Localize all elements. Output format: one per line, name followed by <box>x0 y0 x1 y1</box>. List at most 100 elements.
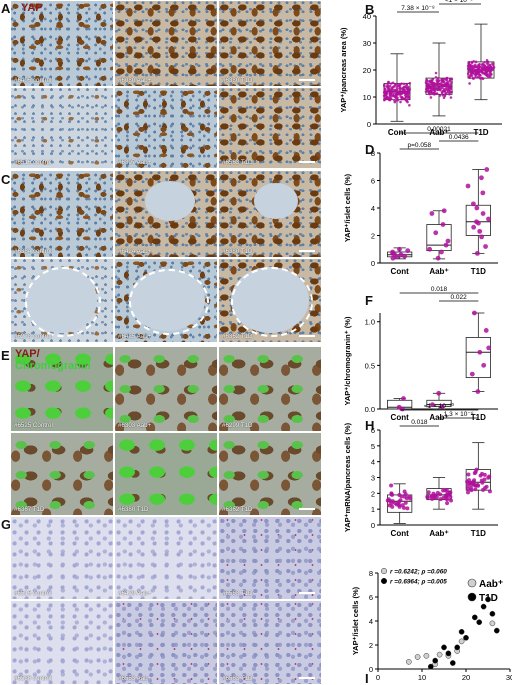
image-caption: #6405 control <box>14 77 52 84</box>
micrograph-g4: #6530 control <box>10 600 114 685</box>
data-point <box>480 76 484 80</box>
y-tick-label: 20 <box>363 66 371 75</box>
data-point <box>485 67 489 71</box>
image-caption: #6362 T1D <box>222 333 253 340</box>
data-point <box>423 652 430 659</box>
y-tick-label: 0 <box>371 259 375 268</box>
panel-letter: F <box>365 293 373 308</box>
data-point <box>489 620 496 627</box>
micrograph-a1: YAP #6405 control <box>10 0 114 87</box>
micrograph-g1: #6516 control <box>10 516 114 600</box>
y-tick-label: 0.5 <box>365 361 375 370</box>
data-point <box>432 494 437 499</box>
micrograph-c4: #6278 control <box>10 258 114 343</box>
data-point <box>389 483 394 488</box>
image-caption: #6553 Aab+ <box>118 675 152 682</box>
data-point <box>485 73 488 77</box>
y-axis-label: YAP⁺/chromogranin⁺ (%) <box>343 316 352 405</box>
data-point <box>393 100 397 104</box>
x-tick-label: T1D <box>471 267 486 276</box>
significance-label: 0.00021 <box>427 126 451 133</box>
data-point <box>439 82 443 85</box>
image-caption: #6397 Aab+ <box>118 159 152 166</box>
data-point <box>382 94 386 97</box>
data-point <box>470 69 474 73</box>
legend-marker <box>467 578 477 588</box>
significance-label: <1 × 10⁻¹⁰ <box>424 402 455 410</box>
micrograph-e5: #6380 T1D <box>114 432 218 516</box>
data-point <box>477 228 483 234</box>
y-tick-label: 3 <box>371 474 375 483</box>
data-point <box>477 68 481 71</box>
data-point <box>397 92 401 95</box>
data-point <box>402 90 405 94</box>
y-tick-label: 5 <box>371 442 375 451</box>
x-tick-label: 20 <box>462 673 470 682</box>
data-point <box>400 503 405 508</box>
stain-yap-label: YAP/ <box>15 348 40 360</box>
y-tick-label: 6 <box>369 593 373 602</box>
data-point <box>427 86 431 90</box>
image-caption: #6516 control <box>14 590 52 597</box>
chart-b: B 0 10 20 30 40 YAP⁺/pancreas area (%) Cont Aab⁺… <box>339 0 502 137</box>
significance-label: 0.022 <box>451 294 468 301</box>
x-tick-label: Cont <box>388 128 407 137</box>
data-point <box>390 249 396 255</box>
data-point <box>432 86 435 89</box>
data-point <box>429 494 434 499</box>
data-point <box>397 84 401 88</box>
panel-letter: H <box>365 418 374 433</box>
micrograph-g6: #6563 T1D <box>218 600 322 685</box>
panel-a-letter: A <box>1 1 11 16</box>
data-point <box>475 389 481 394</box>
data-point <box>486 216 491 222</box>
data-point <box>467 64 471 68</box>
data-point <box>397 504 402 509</box>
data-point <box>478 473 483 478</box>
data-point <box>476 70 479 73</box>
data-point <box>440 78 443 82</box>
y-axis-label: YAP⁺/pancreas area (%) <box>339 27 348 112</box>
scale-bar <box>299 592 315 594</box>
data-point <box>480 63 484 67</box>
micrograph-c6: #6362 T1D <box>218 258 322 343</box>
image-caption: #6530 control <box>14 675 52 682</box>
scale-bar <box>299 161 315 163</box>
data-point <box>476 75 480 79</box>
image-caption: #6424 Aab+ <box>118 248 152 255</box>
data-point <box>404 496 409 501</box>
x-tick-label: T1D <box>471 413 486 422</box>
data-point <box>386 83 389 86</box>
data-point <box>395 87 399 91</box>
data-point <box>471 66 475 70</box>
x-tick-label: Aab⁺ <box>429 267 448 276</box>
box <box>465 204 491 236</box>
data-point <box>386 89 389 92</box>
data-point <box>425 79 428 83</box>
data-point <box>426 84 429 87</box>
panel-letter: D <box>365 142 374 157</box>
data-point <box>435 490 440 495</box>
y-tick-label: 1.0 <box>365 318 375 327</box>
data-point <box>385 95 388 99</box>
data-point <box>383 98 386 101</box>
data-point <box>391 81 395 85</box>
data-point <box>434 71 438 75</box>
data-point <box>473 487 478 492</box>
data-point <box>385 498 390 503</box>
data-point <box>488 69 492 72</box>
islet-outline <box>231 267 313 337</box>
data-point <box>390 504 395 509</box>
data-point <box>440 222 446 227</box>
data-point <box>450 81 453 84</box>
panel-letter: I <box>365 671 369 685</box>
micrograph-a6: #6563 T1D <box>218 87 322 169</box>
micrograph-g2: #6429 Aab+ <box>114 516 218 600</box>
data-point <box>427 663 434 670</box>
x-tick-label: Cont <box>391 529 410 538</box>
image-caption: #6278 control <box>14 333 52 340</box>
data-point <box>463 634 469 641</box>
micrograph-g5: #6553 Aab+ <box>114 600 218 685</box>
x-tick-label: 0 <box>376 673 380 682</box>
data-point <box>435 255 441 261</box>
